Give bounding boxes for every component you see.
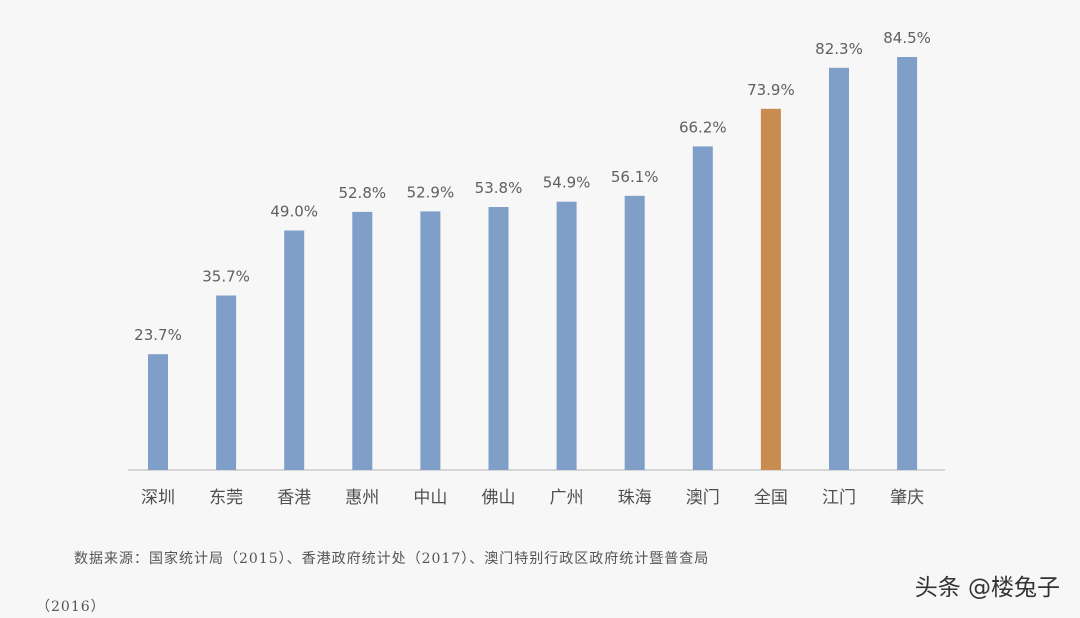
data-source-note-year: （2016） — [36, 599, 106, 615]
value-label-6: 54.9% — [543, 174, 591, 192]
category-label-11: 肇庆 — [890, 488, 924, 508]
bar-1 — [216, 295, 237, 470]
data-source-note: 数据来源：国家统计局（2015）、香港政府统计处（2017）、澳门特别行政区政府… — [74, 551, 710, 567]
bar-5 — [488, 207, 509, 470]
value-label-9: 73.9% — [747, 81, 795, 99]
category-label-8: 澳门 — [686, 488, 720, 508]
category-label-4: 中山 — [413, 488, 447, 508]
category-label-1: 东莞 — [209, 488, 243, 508]
category-label-3: 惠州 — [345, 488, 379, 508]
category-label-5: 佛山 — [482, 488, 516, 508]
value-label-7: 56.1% — [611, 168, 659, 186]
category-label-7: 珠海 — [618, 488, 652, 508]
category-label-2: 香港 — [277, 488, 311, 508]
bar-11 — [897, 57, 918, 470]
watermark: 头条 @楼兔子 — [914, 575, 1060, 601]
bar-6 — [556, 201, 577, 470]
category-label-0: 深圳 — [141, 488, 175, 508]
bar-10 — [829, 67, 849, 471]
value-label-8: 66.2% — [679, 118, 727, 136]
bar-9 — [760, 108, 781, 471]
bar-chart: 23.7% 深圳 35.7% 东莞 49.0% 香港 52.8% 惠州 52.9% 中山 53.8%… — [128, 29, 945, 508]
value-label-11: 84.5% — [883, 29, 931, 47]
bar-3 — [352, 211, 373, 470]
bar-7 — [624, 195, 645, 471]
value-label-0: 23.7% — [134, 326, 182, 344]
category-label-9: 全国 — [754, 488, 788, 508]
value-label-10: 82.3% — [815, 40, 863, 58]
bar-4 — [420, 211, 441, 470]
value-label-4: 52.9% — [407, 183, 455, 201]
bar-2 — [284, 230, 305, 470]
value-label-5: 53.8% — [475, 179, 523, 197]
value-label-1: 35.7% — [202, 268, 250, 286]
bar-0 — [148, 354, 168, 470]
category-label-10: 江门 — [822, 488, 856, 508]
bar-8 — [692, 146, 713, 470]
value-label-2: 49.0% — [270, 203, 318, 221]
category-label-6: 广州 — [550, 488, 584, 508]
value-label-3: 52.8% — [338, 184, 386, 202]
